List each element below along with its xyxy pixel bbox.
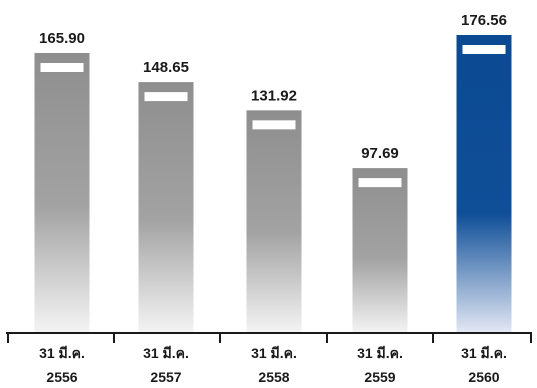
tick-label-date-2558: 31 มี.ค. [251,345,297,361]
tick-label-date-2557: 31 มี.ค. [143,345,189,361]
value-label-2558: 131.92 [251,87,297,104]
x-axis [6,332,532,343]
tick-label-year-2557: 2557 [150,369,181,385]
bar-marker-2560 [462,45,506,54]
tick-label-year-2559: 2559 [364,369,395,385]
tick-label-date-2559: 31 มี.ค. [357,345,403,361]
tick-label-date-2560: 31 มี.ค. [461,345,507,361]
value-label-2560: 176.56 [461,12,507,29]
bar-marker-2557 [144,92,188,102]
bar-marker-2559 [358,178,402,188]
bar-marker-2558 [252,120,296,130]
bar-marker-2556 [40,62,84,72]
tick-label-date-2556: 31 มี.ค. [39,345,85,361]
bar-2558 [246,110,302,333]
value-label-2556: 165.90 [39,30,85,47]
tick-label-year-2556: 2556 [46,369,77,385]
labels-group: 165.90 31 มี.ค. 2556 148.65 31 มี.ค. 2557 131.… [39,12,507,385]
bar-2556 [34,52,90,334]
bar-2559 [352,168,408,333]
bars-group [34,35,512,334]
value-label-2557: 148.65 [143,59,189,76]
tick-label-year-2558: 2558 [258,369,289,385]
tick-label-year-2560: 2560 [468,369,499,385]
value-label-2559: 97.69 [361,145,399,162]
bar-2560 [456,35,512,333]
bar-2557 [138,82,194,334]
